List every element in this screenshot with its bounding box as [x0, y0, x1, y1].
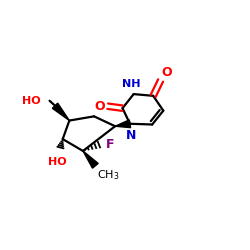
Text: CH$_3$: CH$_3$ — [96, 168, 119, 181]
Polygon shape — [83, 151, 98, 168]
Text: O: O — [94, 100, 105, 113]
Polygon shape — [52, 103, 70, 120]
Text: F: F — [106, 138, 114, 150]
Text: NH: NH — [122, 79, 141, 89]
Text: N: N — [126, 129, 136, 142]
Text: O: O — [162, 66, 172, 79]
Text: HO: HO — [22, 96, 41, 106]
Text: HO: HO — [48, 157, 66, 167]
Polygon shape — [115, 120, 130, 128]
